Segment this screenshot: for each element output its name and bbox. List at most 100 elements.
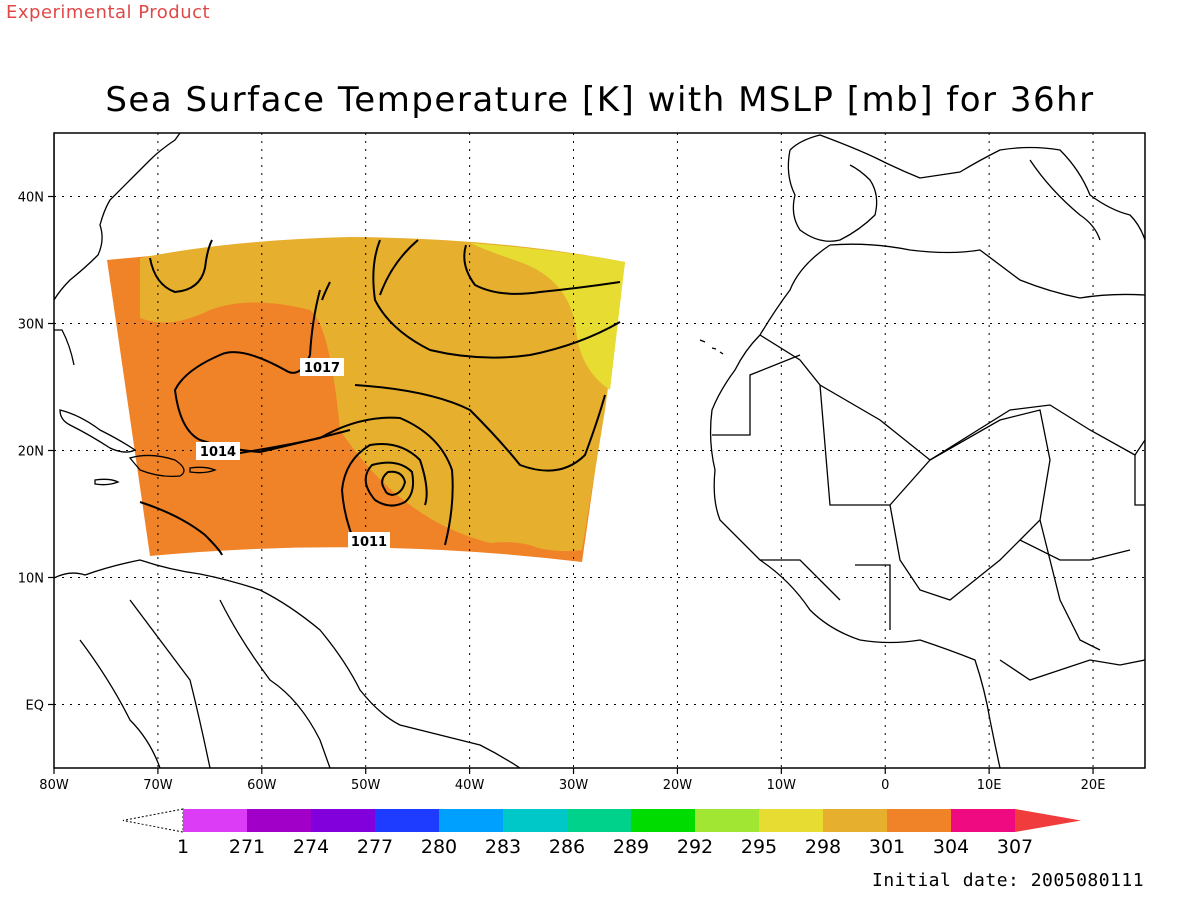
south-america-coast bbox=[54, 559, 521, 768]
africa-north-coast bbox=[829, 243, 1145, 299]
lat-tick-labels: EQ 10N 20N 30N 40N bbox=[18, 191, 54, 714]
africa-east-coast bbox=[1134, 439, 1145, 506]
colorbar-under-arrow bbox=[122, 808, 184, 833]
sst-298-region bbox=[470, 243, 625, 390]
isobar-1011-outer bbox=[340, 443, 428, 551]
contour-label-1017: 1017 bbox=[300, 358, 344, 376]
europe-coast bbox=[789, 134, 1145, 241]
colorbar-label: 280 bbox=[421, 836, 457, 858]
colorbar-swatch bbox=[439, 809, 503, 832]
italy-coast bbox=[1029, 159, 1101, 241]
africa-border-2 bbox=[712, 354, 801, 436]
lon-tick-label: 40W bbox=[455, 778, 485, 793]
colorbar-label: 295 bbox=[741, 836, 777, 858]
isobar-1017 bbox=[173, 289, 351, 454]
isobar-1014 bbox=[227, 416, 454, 546]
isobar-north-loop bbox=[149, 239, 213, 294]
colorbar-swatch bbox=[951, 809, 1015, 832]
colorbar-swatch bbox=[759, 809, 823, 832]
colorbar-swatch bbox=[503, 809, 567, 832]
lon-tick-label: 80W bbox=[39, 778, 69, 793]
isobar-south-west bbox=[139, 501, 223, 556]
lon-tick-label: 10W bbox=[767, 778, 797, 793]
lon-tick-label: 30W bbox=[559, 778, 589, 793]
isobar-north-3 bbox=[463, 244, 621, 295]
colorbar-swatch bbox=[247, 809, 311, 832]
colorbar-label: 301 bbox=[869, 836, 905, 858]
lat-tick-label: 10N bbox=[18, 572, 44, 587]
colorbar-label: 292 bbox=[677, 836, 713, 858]
colorbar-label: 283 bbox=[485, 836, 521, 858]
colorbar-label: 286 bbox=[549, 836, 585, 858]
cuba-coast bbox=[59, 409, 137, 453]
colorbar-label: 274 bbox=[293, 836, 329, 858]
coastlines bbox=[54, 133, 1145, 768]
africa-border-8 bbox=[999, 659, 1145, 681]
canary-islands bbox=[699, 339, 724, 355]
colorbar-swatch bbox=[823, 809, 887, 832]
colorbar-label: 307 bbox=[997, 836, 1033, 858]
lat-tick-label: 40N bbox=[18, 191, 44, 206]
south-america-border-2 bbox=[219, 599, 331, 768]
puerto-rico-coast bbox=[189, 466, 217, 474]
florida-coast bbox=[54, 329, 75, 366]
colorbar-over-arrow bbox=[1015, 809, 1081, 832]
isobar-northwest-small bbox=[321, 281, 331, 301]
colorbar-label: 304 bbox=[933, 836, 969, 858]
africa-border-5 bbox=[889, 504, 1131, 601]
hispaniola-coast bbox=[128, 454, 185, 478]
initial-date-label: Initial date: 2005080111 bbox=[872, 870, 1145, 891]
sst-shading bbox=[107, 237, 625, 562]
lat-tick-label: 20N bbox=[18, 445, 44, 460]
colorbar-swatch bbox=[375, 809, 439, 832]
colorbar-label: 277 bbox=[357, 836, 393, 858]
svg-text:1014: 1014 bbox=[200, 445, 236, 460]
colorbar-swatch bbox=[311, 809, 375, 832]
lon-tick-label: 10E bbox=[977, 778, 1002, 793]
colorbar-swatch bbox=[631, 809, 695, 832]
south-america-border-3 bbox=[79, 639, 161, 768]
africa-border-7 bbox=[855, 564, 891, 630]
lon-tick-label: 60W bbox=[247, 778, 277, 793]
isobar-north-2 bbox=[379, 239, 419, 296]
isobar-1011-core bbox=[381, 470, 407, 497]
contour-label-1011: 1011 bbox=[348, 532, 390, 550]
lon-tick-label: 20W bbox=[663, 778, 693, 793]
south-america-border-1 bbox=[129, 599, 211, 768]
africa-border-6 bbox=[760, 559, 841, 601]
isobar-north-1 bbox=[372, 239, 621, 359]
africa-border-3 bbox=[819, 384, 1136, 506]
isobar-1011-inner bbox=[364, 461, 415, 507]
africa-coast bbox=[709, 244, 1001, 768]
svg-text:1011: 1011 bbox=[351, 535, 387, 550]
north-america-coast bbox=[54, 133, 181, 302]
iberia-coast bbox=[787, 149, 878, 242]
lon-tick-label: 0 bbox=[881, 778, 889, 793]
chart-title: Sea Surface Temperature [K] with MSLP [m… bbox=[105, 80, 1095, 120]
sst-301-region bbox=[140, 237, 625, 552]
lat-lon-grid bbox=[54, 133, 1145, 768]
mslp-isobars bbox=[139, 239, 621, 556]
contour-label-1014: 1014 bbox=[196, 442, 240, 460]
lon-tick-labels: 80W 70W 60W 50W 40W 30W 20W 10W 0 10E 20E bbox=[39, 768, 1105, 793]
colorbar-swatch bbox=[567, 809, 631, 832]
africa-border-4 bbox=[929, 409, 1051, 541]
colorbar: 1 271 274 277 280 283 286 289 292 295 298 301 304 307 bbox=[122, 808, 1081, 858]
colorbar-label: 289 bbox=[613, 836, 649, 858]
lat-tick-label: 30N bbox=[18, 318, 44, 333]
colorbar-label: 271 bbox=[229, 836, 265, 858]
experimental-product-label: Experimental Product bbox=[6, 2, 211, 23]
africa-border-9 bbox=[1039, 519, 1101, 651]
colorbar-swatch bbox=[695, 809, 759, 832]
jamaica-coast bbox=[94, 478, 120, 486]
svg-text:1017: 1017 bbox=[304, 361, 340, 376]
colorbar-label: 1 bbox=[177, 836, 189, 858]
colorbar-swatch bbox=[887, 809, 951, 832]
lon-tick-label: 20E bbox=[1081, 778, 1106, 793]
isobar-middle bbox=[354, 384, 606, 472]
colorbar-swatch bbox=[183, 809, 247, 832]
colorbar-label: 298 bbox=[805, 836, 841, 858]
lon-tick-label: 70W bbox=[143, 778, 173, 793]
africa-border-1 bbox=[759, 334, 931, 461]
